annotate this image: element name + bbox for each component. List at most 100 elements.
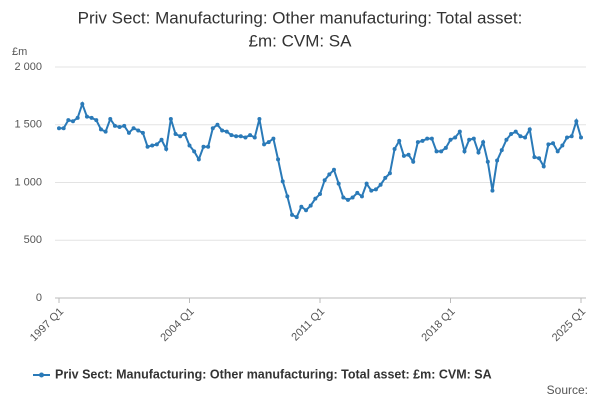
- point: [192, 149, 197, 154]
- point: [276, 157, 281, 162]
- point: [364, 181, 369, 186]
- point: [523, 135, 528, 140]
- point: [84, 114, 89, 119]
- point: [201, 144, 206, 149]
- point: [490, 188, 495, 193]
- point: [108, 116, 113, 121]
- point: [387, 171, 392, 176]
- point: [57, 126, 61, 131]
- point: [504, 137, 509, 142]
- point: [546, 142, 551, 147]
- x-tick-label: 1997 Q1: [28, 306, 66, 344]
- point: [257, 116, 262, 121]
- point: [350, 195, 355, 200]
- point: [560, 143, 565, 148]
- point: [565, 135, 570, 140]
- point: [61, 126, 66, 131]
- point: [98, 127, 103, 132]
- point: [164, 147, 169, 152]
- point: [285, 194, 290, 199]
- point: [462, 149, 467, 154]
- point: [448, 137, 453, 142]
- point: [383, 175, 388, 180]
- chart-title: Priv Sect: Manufacturing: Other manufact…: [78, 8, 523, 27]
- point: [453, 135, 458, 140]
- point: [499, 148, 504, 153]
- line: [59, 100, 582, 219]
- point: [551, 141, 556, 146]
- y-tick-label: 1 500: [14, 119, 42, 131]
- point: [471, 136, 476, 141]
- point: [476, 150, 481, 155]
- y-tick-label: 500: [24, 234, 42, 246]
- point: [131, 126, 136, 131]
- point: [369, 188, 374, 193]
- point: [308, 203, 313, 208]
- point: [94, 118, 99, 123]
- point: [569, 134, 574, 139]
- y-tick-label: 1 000: [14, 176, 42, 188]
- point: [145, 144, 150, 149]
- x-tick-label: 2004 Q1: [158, 306, 196, 344]
- point: [355, 190, 360, 195]
- source: Source:: [547, 383, 588, 397]
- point: [457, 129, 462, 134]
- point: [89, 115, 94, 120]
- point: [532, 155, 537, 160]
- point: [331, 167, 336, 172]
- point: [513, 129, 518, 134]
- point: [262, 142, 267, 147]
- point: [126, 130, 131, 135]
- point: [187, 143, 192, 148]
- point: [378, 182, 383, 187]
- point: [299, 204, 304, 209]
- point: [495, 158, 500, 163]
- point: [415, 140, 420, 145]
- point: [136, 128, 141, 133]
- point: [336, 181, 341, 186]
- point: [420, 138, 425, 143]
- point: [159, 137, 164, 142]
- point: [411, 159, 416, 164]
- point: [341, 195, 346, 200]
- point: [271, 136, 276, 141]
- point: [434, 149, 439, 154]
- point: [66, 118, 71, 123]
- point: [518, 134, 523, 139]
- point: [117, 125, 122, 130]
- point: [527, 127, 532, 132]
- point: [579, 135, 583, 140]
- point: [103, 129, 108, 134]
- x-tick-label: 2018 Q1: [419, 306, 457, 344]
- point: [406, 152, 411, 157]
- point: [541, 164, 546, 169]
- point: [173, 131, 178, 136]
- point: [294, 215, 299, 220]
- point: [537, 156, 542, 161]
- point: [80, 101, 85, 106]
- point: [168, 116, 173, 121]
- point: [154, 142, 159, 147]
- point: [206, 144, 211, 149]
- point: [304, 208, 309, 213]
- point: [373, 187, 378, 192]
- point: [485, 159, 490, 164]
- point: [318, 192, 322, 197]
- point: [443, 145, 448, 150]
- point: [215, 122, 220, 127]
- point: [196, 157, 201, 162]
- point: [112, 123, 117, 128]
- point: [75, 115, 80, 120]
- point: [359, 194, 364, 199]
- point: [481, 140, 486, 145]
- point: [425, 136, 430, 141]
- y-tick-label: 0: [36, 292, 42, 304]
- point: [70, 119, 75, 124]
- point: [313, 196, 318, 201]
- x-tick-label: 2011 Q1: [289, 306, 327, 344]
- chart-title: £m: CVM: SA: [249, 31, 353, 50]
- point: [322, 178, 327, 183]
- point: [392, 147, 397, 152]
- point: [280, 179, 285, 184]
- y-axis-label: £m: [12, 46, 27, 58]
